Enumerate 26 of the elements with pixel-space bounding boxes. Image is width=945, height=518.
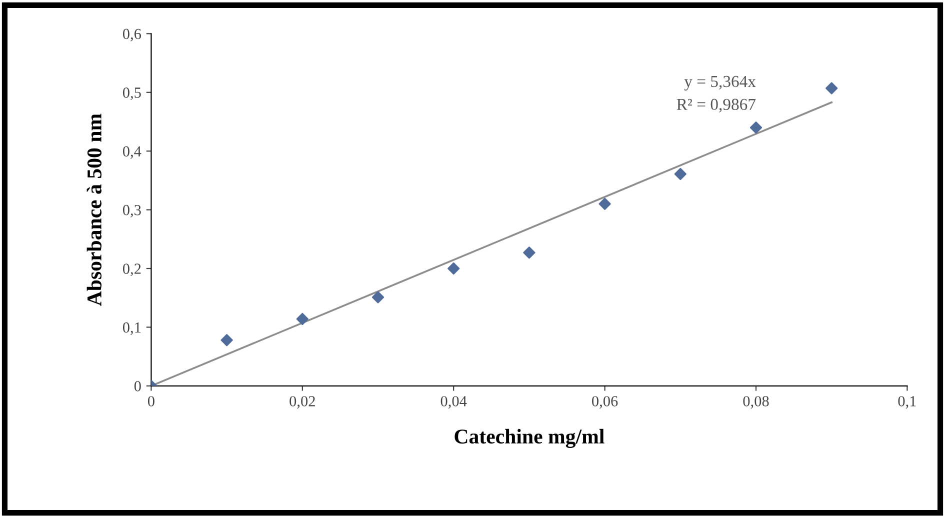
y-tick-label: 0,5 [122,88,141,100]
x-tick-label: 0,04 [440,396,467,409]
point [826,82,838,94]
x-tick-label: 0,02 [290,396,315,409]
point [674,168,686,180]
x-tick-label: 0,1 [898,396,916,409]
y-tick-label: 0 [134,381,141,392]
annotation: y = 5,364x [684,76,756,91]
point [750,122,762,134]
y-tick-label: 0,6 [122,28,142,42]
annotation: R² = 0,9867 [676,98,756,112]
x-tick-label: 0,08 [743,396,769,409]
point [220,334,233,346]
point [372,291,384,304]
y-axis-title: Absorbance à 500 nm [86,114,102,306]
point [598,198,611,210]
point [296,312,308,326]
x-axis-title: Catechine mg/ml [454,428,604,448]
y-tick-label: 0,2 [122,264,141,276]
y-tick-label: 0,3 [122,204,141,218]
x-tick-label: 0 [148,396,154,406]
point [523,246,536,259]
y-tick-label: 0,4 [122,146,142,159]
x-tick-label: 0,06 [592,396,618,409]
point [448,262,460,275]
y-tick-label: 0,1 [122,322,141,335]
